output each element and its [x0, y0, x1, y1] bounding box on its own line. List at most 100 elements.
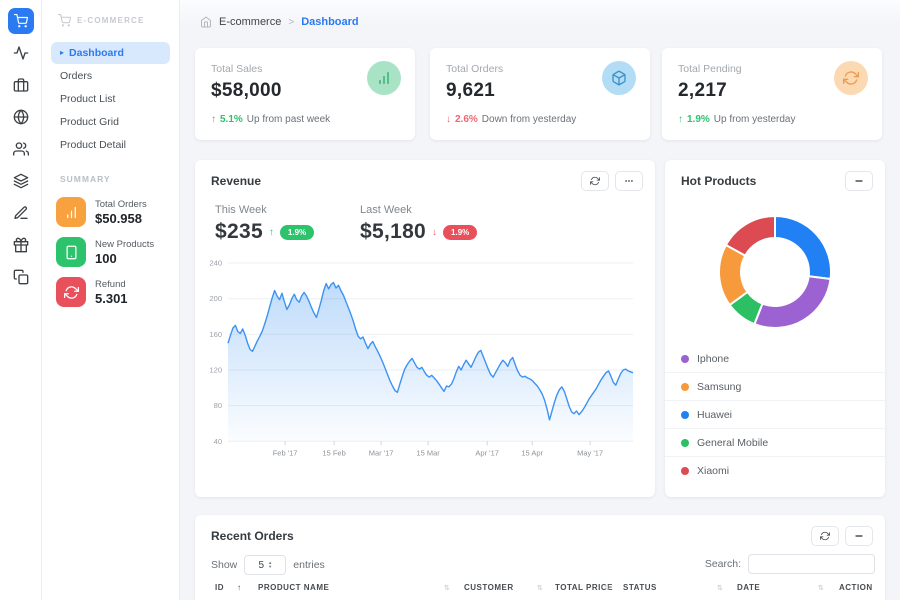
legend-item-general-mobile: General Mobile — [665, 428, 885, 456]
rail-item-edit[interactable] — [8, 200, 34, 226]
svg-text:15 Feb: 15 Feb — [322, 448, 345, 457]
this-week-delta-badge: 1.9% — [279, 224, 315, 240]
rail-item-shopping-cart[interactable] — [7, 8, 34, 34]
legend-label: Samsung — [697, 380, 742, 393]
legend-label: Iphone — [697, 352, 730, 365]
search-label: Search: — [704, 558, 741, 570]
donut-slice-iphone — [753, 275, 832, 329]
svg-text:Apr '17: Apr '17 — [475, 448, 499, 457]
sidebar-item-product-list[interactable]: ▸Product List — [51, 88, 170, 110]
rail-item-layers[interactable] — [8, 168, 34, 194]
svg-text:Feb '17: Feb '17 — [273, 448, 298, 457]
summary-item-label: New Products — [95, 238, 155, 250]
sidebar-item-product-detail[interactable]: ▸Product Detail — [51, 134, 170, 156]
select-carets-icon: ▲ ▼ — [268, 560, 273, 569]
summary-heading: SUMMARY — [60, 174, 111, 184]
caret-right-icon: ▸ — [60, 48, 65, 57]
home-icon — [200, 16, 212, 28]
main-content: E-commerce > Dashboard Total Sales $58,00… — [180, 0, 900, 600]
brand-label: E-COMMERCE — [77, 16, 145, 25]
sort-icon[interactable]: ↑ — [237, 583, 241, 592]
refresh-button[interactable] — [581, 171, 609, 191]
legend-dot — [681, 438, 689, 447]
sidebar-item-product-grid[interactable]: ▸Product Grid — [51, 111, 170, 133]
sort-icon[interactable]: ⇅ — [444, 585, 450, 592]
stat-value: 2,217 — [678, 80, 728, 101]
rail-item-globe[interactable] — [8, 104, 34, 130]
recent-orders-card: Recent Orders Show 5 ▲ ▼ entries Search: … — [195, 515, 885, 600]
breadcrumb: E-commerce > Dashboard — [200, 16, 359, 28]
rail-item-gift[interactable] — [8, 232, 34, 258]
minus-icon — [854, 531, 864, 541]
summary-item-new-products[interactable]: New Products 100 — [42, 232, 179, 272]
search-input[interactable] — [748, 554, 875, 574]
this-week-label: This Week — [215, 204, 267, 216]
column-header-status[interactable]: STATUS — [623, 583, 657, 592]
summary-list: Total Orders $50.958 New Products 100 Refund… — [42, 192, 179, 312]
sidebar-menu: ▸ Dashboard ▸Orders▸Product List▸Product G… — [42, 42, 179, 156]
sidebar: E-COMMERCE ▸ Dashboard ▸Orders▸Product Lis… — [42, 0, 180, 600]
arrow-up-icon: ↑ — [211, 114, 216, 125]
activity-icon — [13, 45, 29, 61]
sort-icon[interactable]: ⇅ — [818, 585, 824, 592]
stat-label: Total Pending — [678, 63, 742, 75]
rail-item-activity[interactable] — [8, 40, 34, 66]
breadcrumb-page[interactable]: Dashboard — [301, 16, 359, 28]
entries-label: entries — [293, 559, 325, 571]
brand: E-COMMERCE — [42, 0, 179, 27]
summary-item-value: 100 — [95, 250, 117, 266]
rail-item-users[interactable] — [8, 136, 34, 162]
summary-item-total-orders[interactable]: Total Orders $50.958 — [42, 192, 179, 232]
donut-slice-xiaomi — [724, 215, 776, 257]
hot-products-title: Hot Products — [681, 174, 757, 188]
legend-dot — [681, 354, 689, 363]
shopping-cart-icon — [58, 14, 71, 27]
legend-item-samsung: Samsung — [665, 372, 885, 400]
column-header-product-name[interactable]: PRODUCT NAME — [258, 583, 330, 592]
rail-item-briefcase[interactable] — [8, 72, 34, 98]
refresh-button[interactable] — [811, 526, 839, 546]
sort-icon[interactable]: ⇅ — [537, 585, 543, 592]
this-week-value: $235 — [215, 220, 263, 243]
more-button[interactable] — [615, 171, 643, 191]
svg-text:80: 80 — [214, 401, 222, 410]
collapse-button[interactable] — [845, 526, 873, 546]
legend-item-xiaomi: Xiaomi — [665, 456, 885, 484]
show-label: Show — [211, 559, 238, 571]
legend-dot — [681, 410, 689, 419]
hot-products-card: Hot Products Iphone Samsung Huawei General … — [665, 160, 885, 497]
column-header-id[interactable]: ID — [215, 583, 224, 592]
orders-table-header: ID ↑ PRODUCT NAME ⇅ CUSTOMER ⇅ TOTAL PRICE ⇅ STA… — [195, 579, 885, 599]
stat-delta-percent: 5.1% — [220, 114, 243, 125]
column-header-action[interactable]: ACTION — [839, 583, 873, 592]
revenue-title: Revenue — [211, 174, 262, 188]
column-header-customer[interactable]: CUSTOMER — [464, 583, 514, 592]
summary-item-refund[interactable]: Refund 5.301 — [42, 272, 179, 312]
sidebar-item-label: Product Detail — [60, 139, 126, 151]
icon-sidebar — [0, 0, 42, 600]
collapse-button[interactable] — [845, 171, 873, 191]
svg-text:240: 240 — [209, 259, 222, 268]
breadcrumb-section[interactable]: E-commerce — [219, 16, 282, 28]
stat-card-total-sales: Total Sales $58,000 ↑ 5.1% Up from past week — [195, 48, 415, 140]
column-header-date[interactable]: DATE — [737, 583, 761, 592]
copy-icon — [13, 269, 29, 285]
entries-select[interactable]: 5 ▲ ▼ — [244, 555, 287, 575]
sidebar-item-orders[interactable]: ▸Orders — [51, 65, 170, 87]
refresh-icon — [590, 176, 600, 186]
revenue-area-chart: 240 200 160 120 80 40 Feb '17 15 Feb Mar '17 15 M… — [209, 259, 634, 457]
stat-delta-percent: 1.9% — [687, 114, 710, 125]
sort-icon[interactable]: ⇅ — [604, 585, 610, 592]
svg-text:Mar '17: Mar '17 — [369, 448, 394, 457]
sort-icon[interactable]: ⇅ — [717, 585, 723, 592]
sidebar-item-label: Dashboard — [69, 47, 124, 59]
briefcase-icon — [13, 77, 29, 93]
legend-dot — [681, 466, 689, 475]
sidebar-item-dashboard[interactable]: ▸ Dashboard — [51, 42, 170, 64]
rail-item-copy[interactable] — [8, 264, 34, 290]
stat-delta-text: Down from yesterday — [481, 114, 577, 125]
recent-orders-actions — [811, 526, 873, 546]
breadcrumb-separator: > — [288, 16, 295, 28]
legend-item-iphone: Iphone — [665, 345, 885, 372]
column-header-total-price[interactable]: TOTAL PRICE — [555, 583, 613, 592]
